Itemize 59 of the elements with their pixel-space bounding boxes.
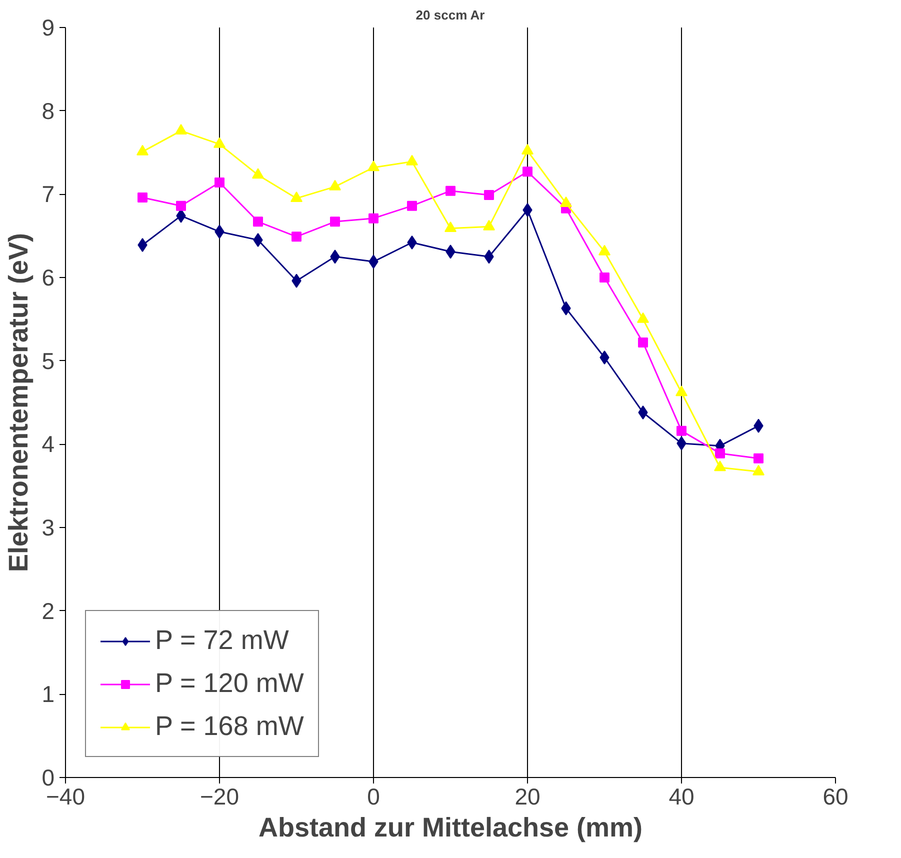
point — [292, 232, 302, 242]
y-tick-label: 5 — [42, 348, 55, 374]
point — [407, 236, 417, 250]
point — [407, 200, 417, 211]
point — [754, 453, 764, 464]
point — [598, 244, 610, 256]
point — [638, 406, 648, 420]
x-axis-title: Abstand zur Mittelachse (mm) — [258, 812, 643, 842]
point — [522, 144, 534, 155]
point — [253, 233, 263, 247]
y-axis-title: Elektronentemperatur (eV) — [4, 232, 34, 572]
y-tick-label: 6 — [42, 264, 55, 290]
point — [676, 426, 686, 436]
y-tick-label: 4 — [42, 431, 55, 458]
x-tick-label: 0 — [367, 784, 380, 810]
point — [368, 213, 378, 224]
y-tick-label: 8 — [42, 98, 55, 124]
point — [600, 272, 610, 282]
point — [138, 192, 148, 202]
point — [136, 144, 148, 156]
point — [522, 203, 532, 217]
point — [406, 154, 418, 166]
y-tick-label: 9 — [42, 14, 55, 40]
legend-label: P = 120 mW — [155, 668, 304, 699]
point — [676, 386, 688, 396]
point — [368, 160, 380, 172]
point — [252, 168, 264, 179]
point — [176, 200, 186, 211]
y-tick-label: 1 — [42, 681, 55, 708]
point — [446, 186, 456, 196]
legend-label: P = 168 mW — [155, 711, 304, 742]
x-tick-label: 40 — [668, 784, 694, 810]
y-tick-label: 0 — [42, 764, 55, 790]
point — [483, 220, 495, 230]
point — [600, 350, 610, 364]
point — [214, 137, 226, 148]
legend-label: P = 72 mW — [155, 625, 289, 656]
point — [638, 338, 648, 348]
point — [290, 191, 302, 202]
chart-title: 20 sccm Ar — [416, 8, 485, 22]
point — [560, 196, 572, 208]
x-tick-label: 20 — [514, 784, 540, 810]
point — [522, 166, 532, 177]
y-tick-label: 7 — [42, 181, 55, 208]
y-tick-label: 3 — [42, 514, 55, 540]
x-tick-label: −20 — [200, 784, 240, 810]
y-tick-label: 2 — [42, 598, 55, 624]
point — [253, 216, 263, 227]
point — [444, 221, 456, 232]
point — [330, 216, 340, 227]
point — [715, 448, 725, 458]
x-tick-label: 60 — [822, 784, 848, 810]
point — [175, 124, 187, 135]
point — [714, 460, 726, 472]
point — [329, 180, 341, 190]
point — [484, 190, 494, 200]
point — [138, 238, 148, 252]
point — [214, 178, 224, 188]
point — [637, 312, 649, 323]
